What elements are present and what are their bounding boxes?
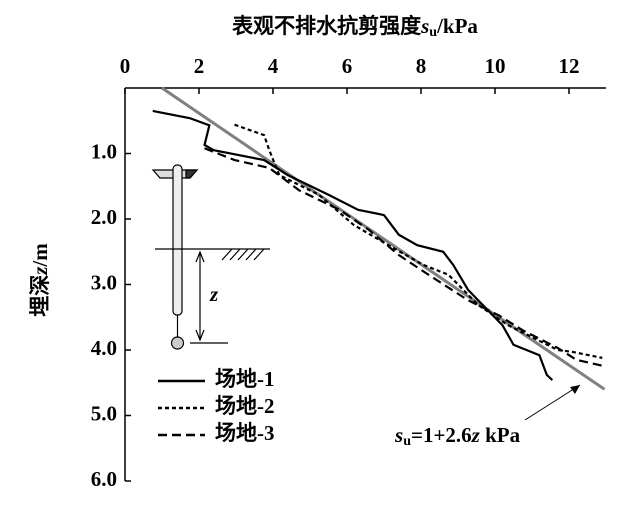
x-tick-label: 10 [485,54,506,78]
annotation-arrow [524,384,581,421]
data-line [234,123,603,359]
annotation: su=1+2.6z kPa [394,423,521,449]
y-axis-label: 埋深z/m [28,243,52,317]
data-line [204,147,603,367]
x-tick-label: 6 [342,54,353,78]
x-tick-label: 12 [559,54,580,78]
x-tick-label: 0 [120,54,131,78]
legend-label: 场地-3 [215,421,275,445]
annotation-arrowhead [570,385,580,394]
legend-label: 场地-2 [215,394,275,418]
y-tick-label: 6.0 [91,467,117,491]
legend-label: 场地-1 [215,367,275,391]
y-tick-label: 1.0 [91,139,117,163]
y-tick-label: 5.0 [91,401,117,425]
y-tick-label: 3.0 [91,270,117,294]
fit-line [161,86,606,391]
schematic-label: z [209,282,219,306]
x-tick-label: 4 [268,54,279,78]
x-axis-label: 表观不排水抗剪强度su/kPa [232,14,478,40]
y-tick-label: 4.0 [91,336,117,360]
x-tick-label: 2 [194,54,205,78]
x-tick-label: 8 [416,54,427,78]
y-tick-label: 2.0 [91,205,117,229]
data-line [152,109,554,381]
schematic [151,164,270,350]
